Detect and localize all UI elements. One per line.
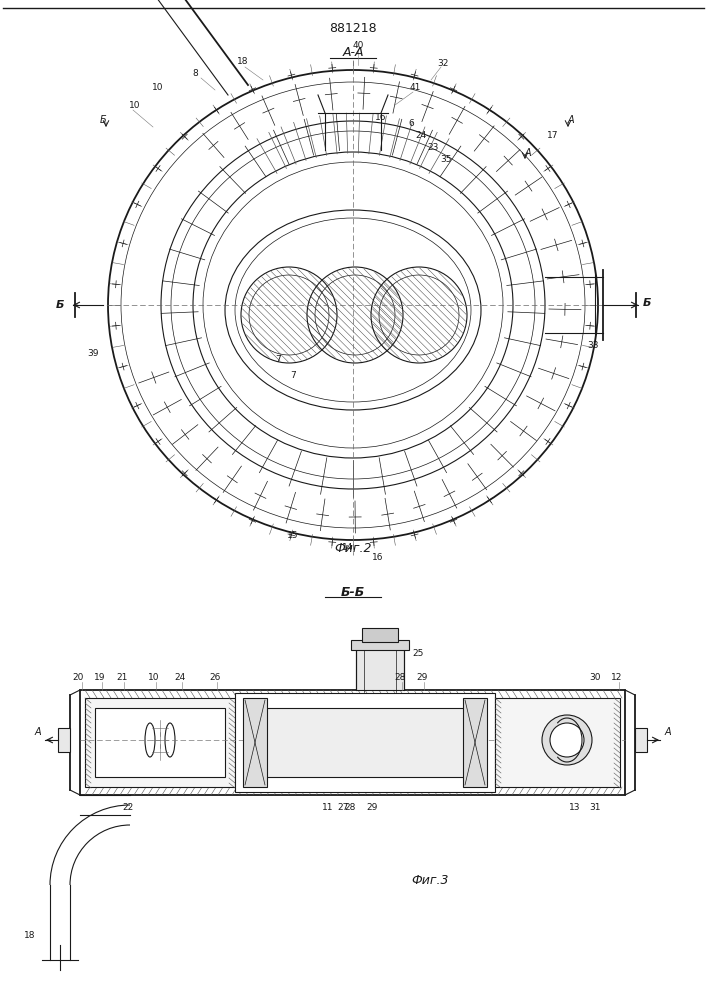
Ellipse shape	[145, 723, 155, 757]
Bar	[356, 648, 404, 690]
Text: Б: Б	[643, 298, 651, 308]
Text: 39: 39	[87, 349, 99, 358]
Bar	[80, 690, 625, 795]
Text: 32: 32	[438, 58, 449, 68]
Text: 8: 8	[192, 68, 198, 78]
Text: 21: 21	[117, 674, 128, 682]
Text: 24: 24	[175, 674, 186, 682]
Text: А: А	[665, 727, 672, 737]
Text: 28: 28	[344, 802, 356, 812]
Text: 28: 28	[395, 674, 406, 682]
Text: 23: 23	[427, 142, 438, 151]
Text: Б: Б	[56, 300, 64, 310]
Bar	[495, 698, 620, 787]
Text: 16: 16	[375, 112, 387, 121]
Text: 7: 7	[290, 370, 296, 379]
Bar	[95, 708, 225, 777]
Bar	[85, 698, 235, 787]
Bar	[362, 628, 398, 642]
Text: 18: 18	[24, 930, 36, 940]
Text: Б-Б: Б-Б	[341, 585, 365, 598]
Text: 13: 13	[569, 802, 580, 812]
Text: 26: 26	[209, 674, 221, 682]
Text: 40: 40	[352, 40, 363, 49]
Text: Фиг.2: Фиг.2	[334, 542, 372, 554]
Bar	[243, 698, 267, 787]
Text: 14: 14	[342, 542, 354, 552]
Text: 881218: 881218	[329, 21, 377, 34]
Text: 30: 30	[589, 674, 601, 682]
Text: Б: Б	[100, 115, 106, 125]
Text: 25: 25	[412, 648, 423, 658]
Bar	[351, 640, 409, 650]
Text: 10: 10	[152, 83, 164, 92]
Text: 29: 29	[416, 674, 428, 682]
Text: 41: 41	[409, 83, 421, 92]
Text: 10: 10	[129, 101, 141, 109]
Ellipse shape	[550, 723, 584, 757]
Text: 11: 11	[322, 802, 334, 812]
Text: 27: 27	[337, 802, 349, 812]
Text: А: А	[525, 148, 532, 158]
Text: А: А	[35, 727, 41, 737]
Ellipse shape	[165, 723, 175, 757]
Ellipse shape	[542, 715, 592, 765]
Bar	[463, 698, 487, 787]
Text: 12: 12	[612, 674, 623, 682]
Bar	[58, 728, 70, 752]
Text: 7: 7	[275, 356, 281, 364]
Text: 35: 35	[440, 155, 452, 164]
Text: 18: 18	[238, 57, 249, 66]
Text: 31: 31	[589, 802, 601, 812]
Text: 10: 10	[148, 674, 160, 682]
Text: А: А	[568, 115, 574, 125]
Text: 29: 29	[366, 802, 378, 812]
Text: Фиг.3: Фиг.3	[411, 874, 449, 886]
Text: 19: 19	[94, 674, 106, 682]
Text: 20: 20	[72, 674, 83, 682]
Bar	[235, 693, 495, 792]
Bar	[635, 728, 647, 752]
Text: 16: 16	[373, 552, 384, 562]
Text: 22: 22	[122, 802, 134, 812]
Text: 15: 15	[287, 530, 299, 540]
Text: 24: 24	[416, 130, 426, 139]
Text: 33: 33	[588, 340, 599, 350]
Text: А-А: А-А	[342, 45, 363, 58]
Text: 17: 17	[547, 130, 559, 139]
Bar	[265, 708, 465, 777]
Text: 6: 6	[408, 118, 414, 127]
